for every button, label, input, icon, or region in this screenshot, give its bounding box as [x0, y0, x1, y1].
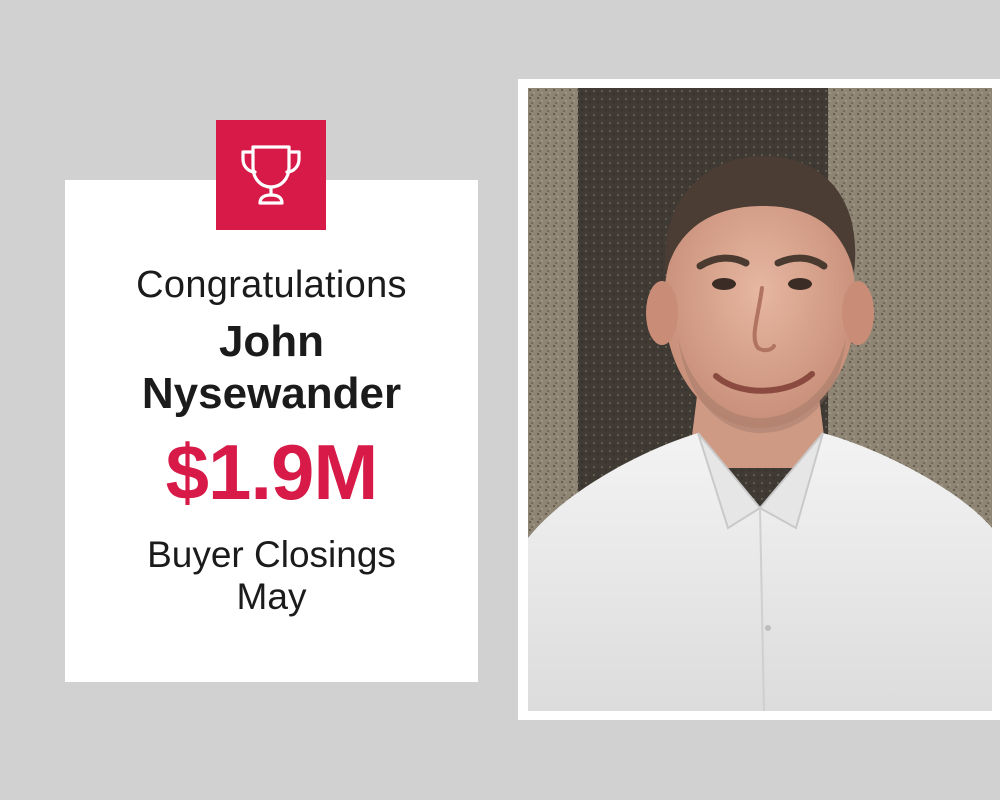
winner-first-name: John	[218, 317, 325, 366]
trophy-badge	[216, 120, 326, 230]
winner-name: John Nysewander	[65, 316, 478, 420]
award-card	[65, 180, 478, 682]
award-category: Buyer Closings	[147, 534, 396, 575]
portrait-photo	[528, 88, 992, 711]
award-amount: $1.9M	[165, 428, 379, 516]
award-period: May	[236, 576, 307, 617]
headline: Congratulations	[136, 264, 407, 306]
trophy-icon	[241, 145, 301, 205]
award-text: Congratulations John Nysewander $1.9M Bu…	[65, 262, 478, 618]
winner-last-name: Nysewander	[141, 369, 402, 418]
portrait-illustration	[528, 88, 992, 711]
